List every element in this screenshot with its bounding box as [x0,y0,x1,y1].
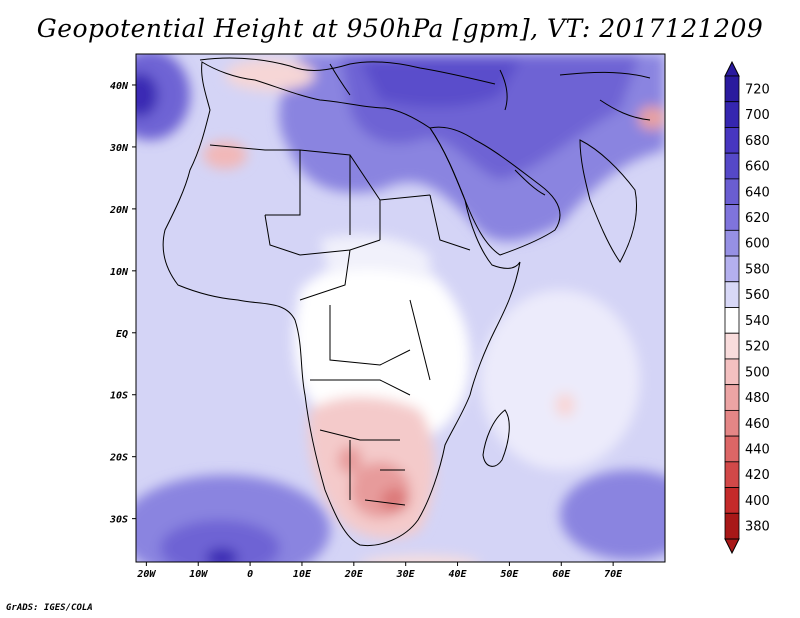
colorbar-label: 480 [745,391,770,406]
colorbar-label: 700 [745,108,770,123]
latitude-axis: 40N 30N 20N 10N EQ 10S 20S 30S [109,81,136,526]
lon-label: 50E [500,569,519,580]
colorbar-label: 540 [745,314,770,329]
colorbar-swatch [724,435,740,463]
map-plot-area [136,54,665,562]
colorbar-swatch [724,461,740,488]
credit-label: GrADS: IGES/COLA [6,603,93,613]
lon-label: 70E [604,569,623,580]
colorbar-swatch [724,332,740,360]
colorbar-swatch [724,75,740,103]
lat-label: EQ [116,329,128,340]
colorbar-swatch [724,255,740,283]
lon-label: 20E [344,569,364,580]
height-field [136,54,665,562]
lon-label: 60E [552,569,571,580]
colorbar-swatch [724,178,740,206]
colorbar-swatch [724,384,740,411]
colorbar-swatch [724,204,740,231]
colorbar-bottom-arrow [724,538,740,555]
colorbar-swatch [724,409,740,437]
colorbar-label: 460 [745,417,770,432]
lat-label: 30N [109,143,129,154]
colorbar-label: 620 [745,211,770,226]
colorbar-label: 720 [745,82,770,97]
colorbar-label: 520 [745,340,770,355]
lat-label: 20N [109,205,129,216]
colorbar-label: 640 [745,185,770,200]
colorbar-swatch [724,127,740,154]
colorbar-swatch [724,101,740,128]
lon-label: 30E [396,569,416,580]
lat-label: 10S [110,391,128,402]
lon-label: 0 [247,569,253,580]
colorbar-label: 600 [745,237,770,252]
colorbar: 720 700 680 660 640 620 600 580 560 540 520 500 480 4… [724,60,770,555]
colorbar-label: 560 [745,288,770,303]
colorbar-swatch [724,512,740,540]
colorbar-swatch [724,152,740,180]
colorbar-swatch [724,358,740,386]
colorbar-swatch [724,229,740,257]
colorbar-label: 440 [745,442,770,457]
plot-frame [135,53,666,563]
lat-label: 40N [110,81,129,92]
colorbar-swatch [724,281,740,308]
colorbar-swatch [724,487,740,514]
lat-label: 30S [109,515,128,526]
colorbar-label: 380 [745,520,770,535]
lon-label: 10W [189,569,208,580]
chart-title: Geopotential Height at 950hPa [gpm], VT:… [36,14,764,43]
colorbar-label: 660 [745,160,770,175]
lat-label: 20S [109,453,128,464]
longitude-axis: 20W 10W 0 10E 20E 30E 40E 50E 60E 70E [136,562,623,580]
colorbar-label: 400 [745,494,770,509]
colorbar-label: 680 [745,134,770,149]
coastlines [162,57,651,547]
colorbar-label: 580 [745,262,770,277]
colorbar-top-arrow [724,60,740,77]
lon-label: 20W [136,569,156,580]
lon-label: 10E [293,569,312,580]
colorbar-label: 420 [745,468,770,483]
lon-label: 40E [449,569,468,580]
lat-label: 10N [110,267,129,278]
colorbar-label: 500 [745,365,770,380]
colorbar-swatch [724,307,740,334]
